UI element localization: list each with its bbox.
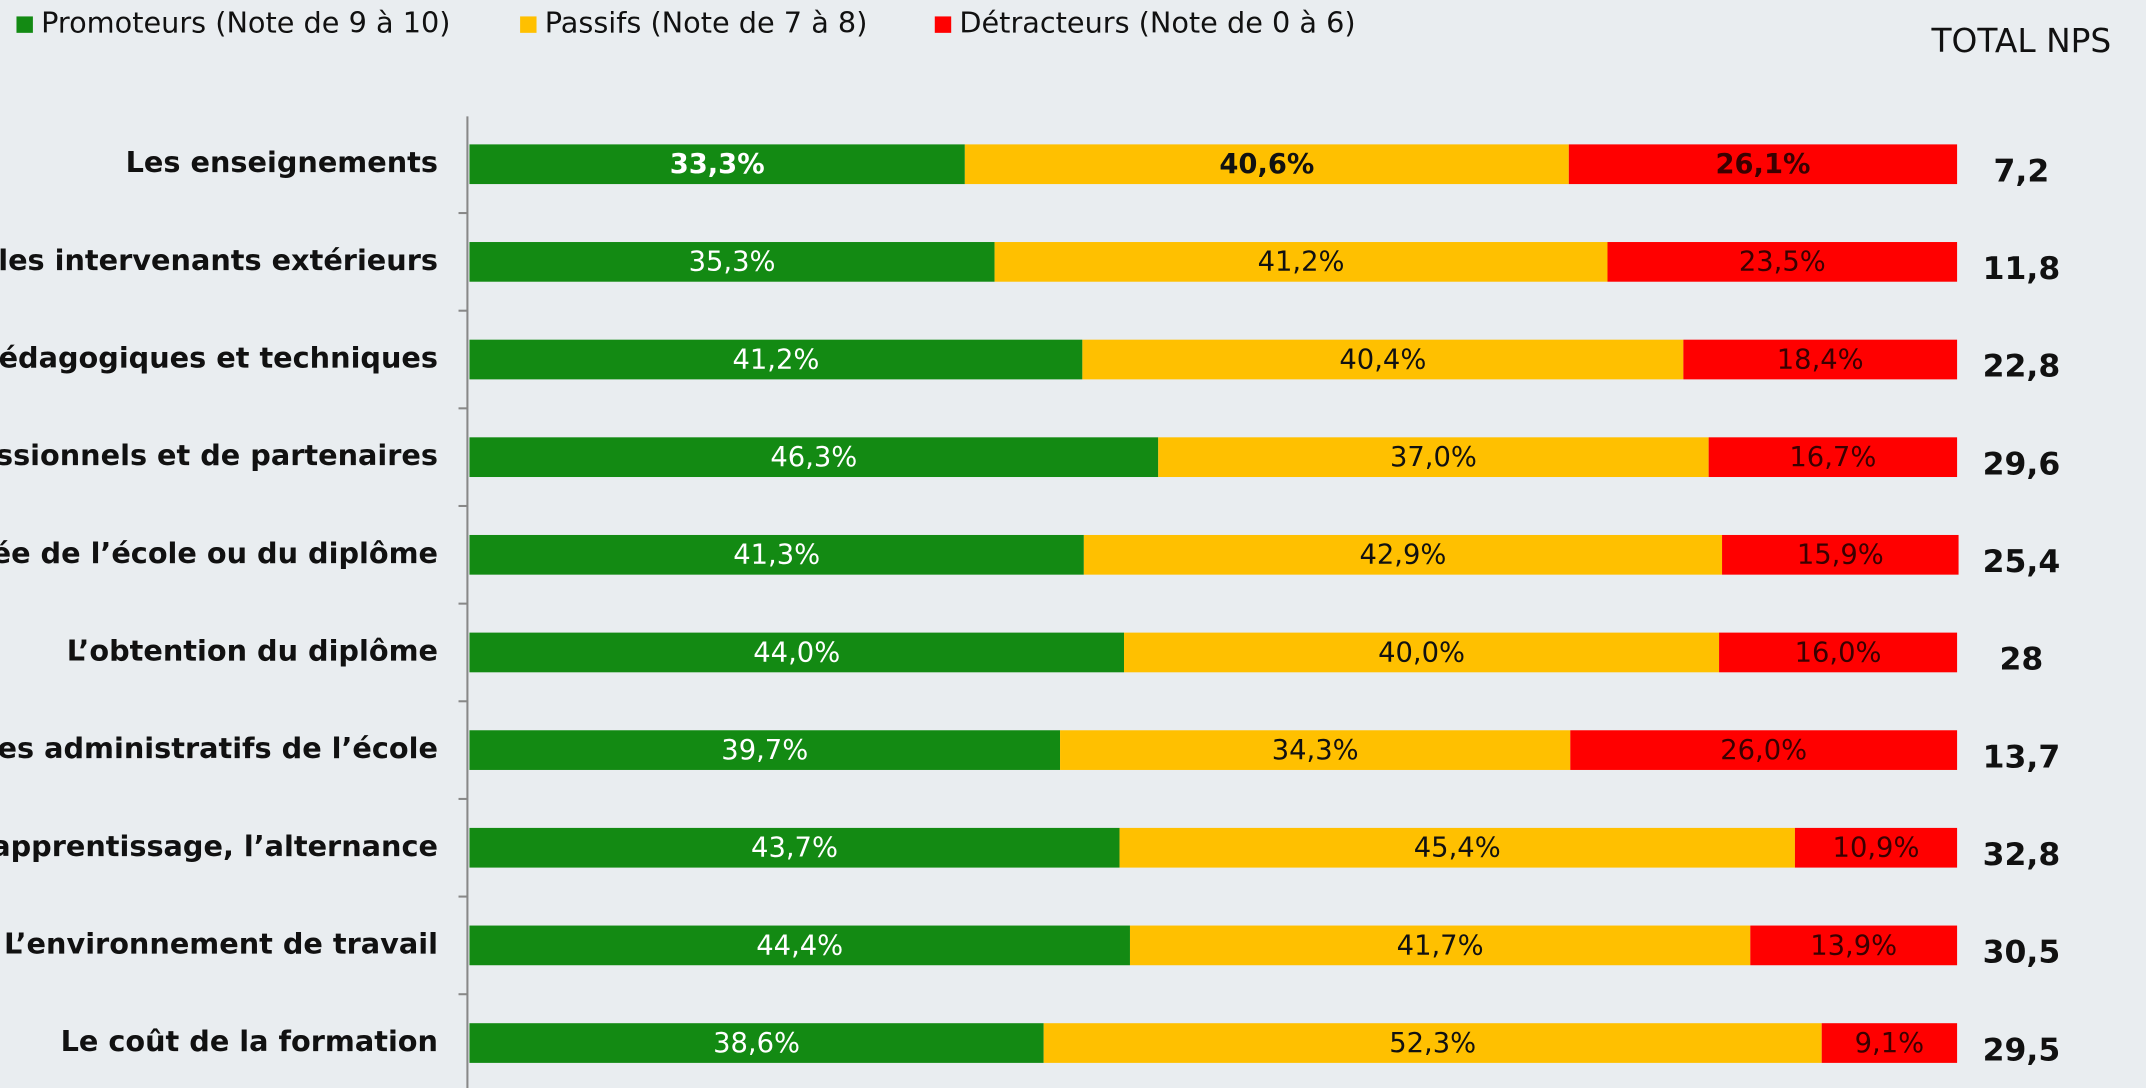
bar-segment [469, 144, 965, 185]
bar-segment [1119, 827, 1795, 868]
category-label: s pédagogiques et techniques [0, 341, 438, 375]
bar-segment [469, 827, 1120, 868]
bar-segment [1158, 437, 1709, 478]
data-label: 45,4% [1414, 833, 1501, 864]
nps-value: 32,8 [1983, 837, 2061, 873]
bar-segment [1683, 339, 1958, 380]
bar-segment [469, 534, 1084, 575]
legend-swatch [16, 16, 33, 33]
bar-segment [1083, 534, 1723, 575]
nps-title: TOTAL NPS [1931, 22, 2112, 60]
category-label: Les enseignements [126, 145, 438, 179]
category-label: rvices administratifs de l’école [0, 731, 438, 765]
category-label: L’obtention du diplôme [67, 633, 438, 667]
data-label: 41,2% [732, 344, 819, 375]
bar-segment [469, 437, 1159, 478]
data-label: 13,9% [1810, 930, 1897, 961]
data-label: 43,7% [751, 833, 838, 864]
legend-swatch [520, 16, 537, 33]
data-label: 15,9% [1797, 540, 1884, 571]
data-label: 44,4% [756, 930, 843, 961]
bar-segment [1082, 339, 1684, 380]
bar-segment [469, 632, 1125, 673]
data-label: 23,5% [1739, 247, 1826, 278]
legend-label: Passifs (Note de 7 à 8) [545, 6, 868, 40]
data-label: 34,3% [1272, 735, 1359, 766]
bar-segment [1708, 437, 1958, 478]
category-label: mée de l’école ou du diplôme [0, 536, 438, 570]
data-label: 18,4% [1777, 344, 1864, 375]
category-label: ral, les intervenants extérieurs [0, 243, 438, 277]
bar-segment [1750, 925, 1958, 966]
bar-segment [1043, 1023, 1822, 1063]
data-label: 9,1% [1855, 1028, 1925, 1059]
bar-segment [1821, 1023, 1958, 1063]
category-label: L’apprentissage, l’alternance [0, 829, 438, 863]
bar-segment [1722, 534, 1959, 575]
data-label: 40,4% [1339, 344, 1426, 375]
bar-segment [1607, 242, 1958, 282]
legend-swatch [934, 16, 952, 33]
data-label: 40,6% [1219, 149, 1314, 180]
data-label: 26,1% [1715, 149, 1810, 180]
category-label: Le coût de la formation [61, 1024, 438, 1058]
nps-value: 25,4 [1983, 544, 2061, 580]
bar-segment [469, 730, 1061, 770]
data-label: 37,0% [1390, 442, 1477, 473]
nps-value: 30,5 [1983, 935, 2061, 971]
bar-segment [1129, 925, 1751, 966]
data-label: 46,3% [770, 442, 857, 473]
data-label: 39,7% [721, 735, 808, 766]
data-label: 44,0% [753, 637, 840, 668]
bar-segment [469, 339, 1083, 380]
bar-segment [1719, 632, 1958, 673]
data-label: 41,3% [733, 540, 820, 571]
legend-label: Promoteurs (Note de 9 à 10) [41, 6, 450, 40]
nps-value: 7,2 [1994, 153, 2050, 189]
bar-segment [469, 925, 1130, 966]
data-label: 10,9% [1833, 833, 1920, 864]
data-label: 35,3% [689, 247, 776, 278]
category-label: L’environnement de travail [4, 926, 438, 960]
bar-segment [1060, 730, 1571, 770]
nps-value: 28 [2000, 642, 2044, 678]
nps-value: 29,5 [1983, 1032, 2061, 1068]
category-label: ofessionnels et de partenaires [0, 438, 438, 472]
bar-segment [469, 1023, 1044, 1063]
bar-segment [964, 144, 1569, 185]
data-label: 52,3% [1389, 1028, 1476, 1059]
bar-segment [1570, 730, 1958, 770]
bar-segment [469, 242, 995, 282]
data-label: 40,0% [1378, 637, 1465, 668]
data-label: 38,6% [713, 1028, 800, 1059]
bar-segment [1568, 144, 1958, 185]
nps-value: 22,8 [1983, 349, 2061, 385]
data-label: 16,0% [1795, 637, 1882, 668]
data-label: 41,2% [1258, 247, 1345, 278]
data-label: 33,3% [670, 149, 765, 180]
bar-segment [1124, 632, 1720, 673]
data-label: 16,7% [1789, 442, 1876, 473]
nps-value: 29,6 [1983, 446, 2061, 482]
nps-value: 11,8 [1983, 251, 2061, 287]
data-label: 26,0% [1720, 735, 1807, 766]
data-label: 41,7% [1397, 930, 1484, 961]
bar-segment [994, 242, 1608, 282]
legend-label: Détracteurs (Note de 0 à 6) [959, 6, 1355, 40]
data-label: 42,9% [1359, 540, 1446, 571]
bar-segment [1794, 827, 1958, 868]
nps-value: 13,7 [1983, 739, 2061, 775]
